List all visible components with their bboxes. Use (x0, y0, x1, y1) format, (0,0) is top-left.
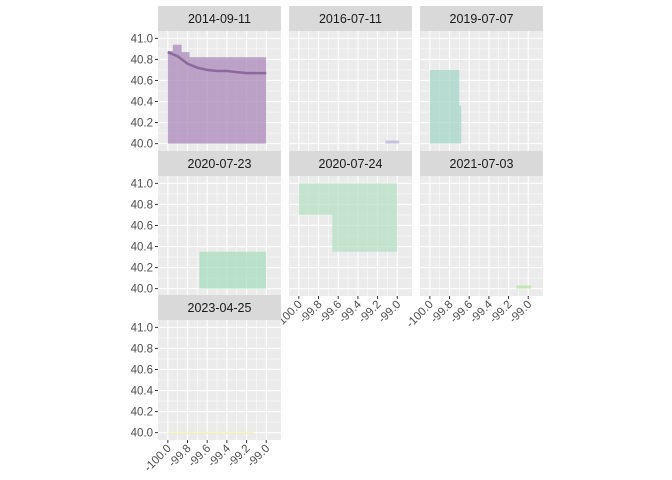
facet-strip-label: 2014-09-11 (188, 12, 251, 26)
facet-panel: 2021-07-03-100.0-99.8-99.6-99.4-99.2-99.… (404, 151, 543, 330)
y-tick-label: 40.6 (131, 75, 153, 87)
y-tick-label: 41.0 (131, 33, 153, 45)
extent-polygon (516, 285, 532, 289)
x-tick-label: -99.0 (376, 299, 403, 326)
facet-strip-label: 2021-07-03 (450, 157, 514, 171)
x-tick-label: -99.0 (507, 299, 534, 326)
y-tick-label: 40.4 (131, 97, 154, 109)
facet-strip (420, 151, 543, 176)
facet-strip (420, 6, 543, 31)
y-tick-label: 40.6 (131, 364, 153, 376)
extent-polygon (167, 431, 255, 434)
y-tick-label: 40.2 (131, 118, 153, 130)
facet-strip (158, 6, 281, 31)
extent-polygon (199, 251, 267, 289)
facet-panel: 2020-07-23 40.0 40.2 40.4 40.6 40.8 41.0 (131, 151, 281, 296)
y-tick-label: 40.0 (131, 139, 153, 151)
y-tick-label: 40.8 (131, 54, 153, 66)
y-tick-label: 40.2 (131, 263, 153, 275)
facet-strip (289, 6, 412, 31)
y-tick-label: 40.2 (131, 407, 153, 419)
facet-strip-label: 2020-07-24 (319, 157, 383, 171)
extent-polygon (298, 183, 398, 252)
facet-strip-label: 2023-04-25 (188, 301, 252, 315)
facet-strip-label: 2016-07-11 (319, 12, 382, 26)
extent-polygon (385, 140, 400, 144)
x-tick-label: -99.0 (245, 443, 272, 470)
trend-line (167, 50, 267, 75)
y-tick-label: 41.0 (131, 322, 153, 334)
y-tick-label: 40.4 (131, 386, 154, 398)
facet-panel: 2023-04-2540.040.240.440.640.841.0-100.0… (131, 295, 281, 474)
facet-panel: 2014-09-11 40.0 40.2 40.4 40.6 40.8 41.0 (131, 6, 281, 151)
y-tick-label: 40.0 (131, 428, 153, 440)
extent-polygon (167, 44, 267, 144)
facet-panel: 2016-07-11 (289, 6, 412, 151)
facet-strip (158, 151, 281, 176)
facet-strip-label: 2019-07-07 (450, 12, 514, 26)
y-tick-label: 41.0 (131, 178, 153, 190)
y-tick-label: 40.6 (131, 220, 153, 232)
extent-polygon (429, 69, 462, 144)
facet-strip-label: 2020-07-23 (188, 157, 252, 171)
facet-strip (158, 295, 281, 320)
facet-strip (289, 151, 412, 176)
y-tick-label: 40.8 (131, 199, 153, 211)
facet-panel: 2019-07-07 (420, 6, 543, 151)
facet-panel: 2020-07-24-100.0-99.8-99.6-99.4-99.2-99.… (273, 151, 412, 330)
y-tick-label: 40.4 (131, 242, 154, 254)
y-tick-label: 40.8 (131, 343, 153, 355)
y-tick-label: 40.0 (131, 284, 153, 296)
